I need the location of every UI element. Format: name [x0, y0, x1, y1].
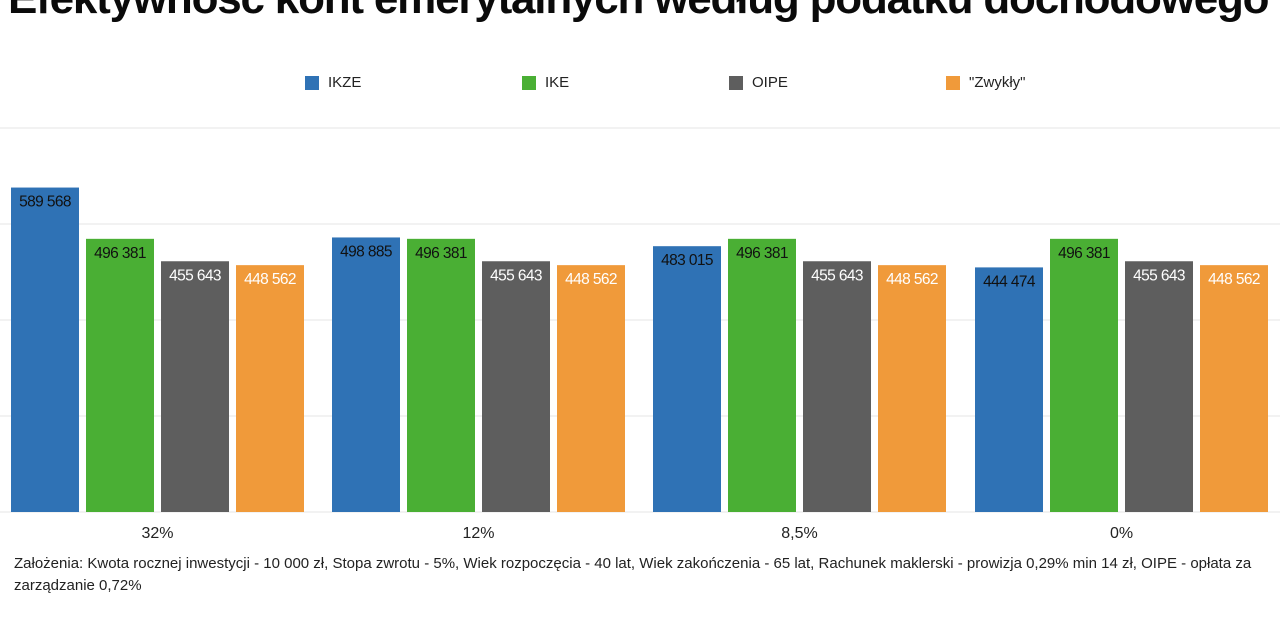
category-label: 8,5%: [781, 525, 817, 542]
bar: [11, 187, 79, 512]
bar: [236, 265, 304, 512]
legend-swatch-ike: [522, 75, 536, 90]
data-label: 448 562: [244, 271, 296, 288]
data-label: 589 568: [19, 194, 71, 211]
legend-item-zwykly: "Zwykły": [946, 74, 1025, 91]
bar: [1050, 238, 1118, 512]
legend-swatch-oipe: [729, 75, 743, 90]
bar: [975, 267, 1043, 512]
legend-item-oipe: OIPE: [729, 74, 788, 91]
bar: [1125, 261, 1193, 512]
data-label: 448 562: [886, 271, 938, 288]
bar: [482, 261, 550, 512]
category-labels: 32% 12% 8,5% 0%: [141, 525, 1133, 542]
category-label: 12%: [462, 525, 494, 542]
legend-item-ikze: IKZE: [305, 74, 361, 91]
legend: IKZE IKE OIPE "Zwykły": [0, 74, 1280, 96]
data-label: 448 562: [1208, 271, 1260, 288]
bar: [161, 261, 229, 512]
legend-label-zwykly: "Zwykły": [969, 74, 1026, 91]
data-label: 455 643: [1133, 267, 1185, 284]
bar: [878, 265, 946, 512]
data-label: 496 381: [94, 245, 146, 262]
legend-swatch-zwykly: [946, 75, 960, 90]
legend-label-ikze: IKZE: [328, 74, 362, 91]
bar: [803, 261, 871, 512]
data-label: 448 562: [565, 271, 617, 288]
bar: [86, 238, 154, 512]
bar: [332, 237, 400, 512]
data-label: 483 015: [661, 252, 713, 269]
data-label: 444 474: [983, 273, 1036, 290]
data-label: 455 643: [490, 267, 542, 284]
bar: [653, 246, 721, 512]
data-label: 496 381: [736, 245, 788, 262]
data-label: 455 643: [811, 267, 863, 284]
bar: [728, 238, 796, 512]
legend-label-oipe: OIPE: [752, 74, 788, 91]
bar: [407, 238, 475, 512]
bar: [557, 265, 625, 512]
category-label: 0%: [1110, 525, 1133, 542]
legend-label-ike: IKE: [545, 74, 570, 91]
category-label: 32%: [141, 525, 173, 542]
footnote: Założenia: Kwota rocznej inwestycji - 10…: [14, 555, 1252, 594]
chart-title: Efektywność kont emerytalnych według pod…: [8, 0, 1270, 24]
data-label: 455 643: [169, 267, 221, 284]
chart-plot: 589 568 496 381 455 643 448 562 498 885 496 3…: [0, 127, 1280, 542]
data-label: 496 381: [1058, 245, 1110, 262]
data-label: 496 381: [415, 245, 467, 262]
data-label: 498 885: [340, 243, 392, 260]
bar: [1200, 265, 1268, 512]
legend-item-ike: IKE: [522, 74, 569, 91]
bars: 589 568 496 381 455 643 448 562 498 885 496 3…: [11, 187, 1268, 512]
legend-swatch-ikze: [305, 75, 319, 90]
